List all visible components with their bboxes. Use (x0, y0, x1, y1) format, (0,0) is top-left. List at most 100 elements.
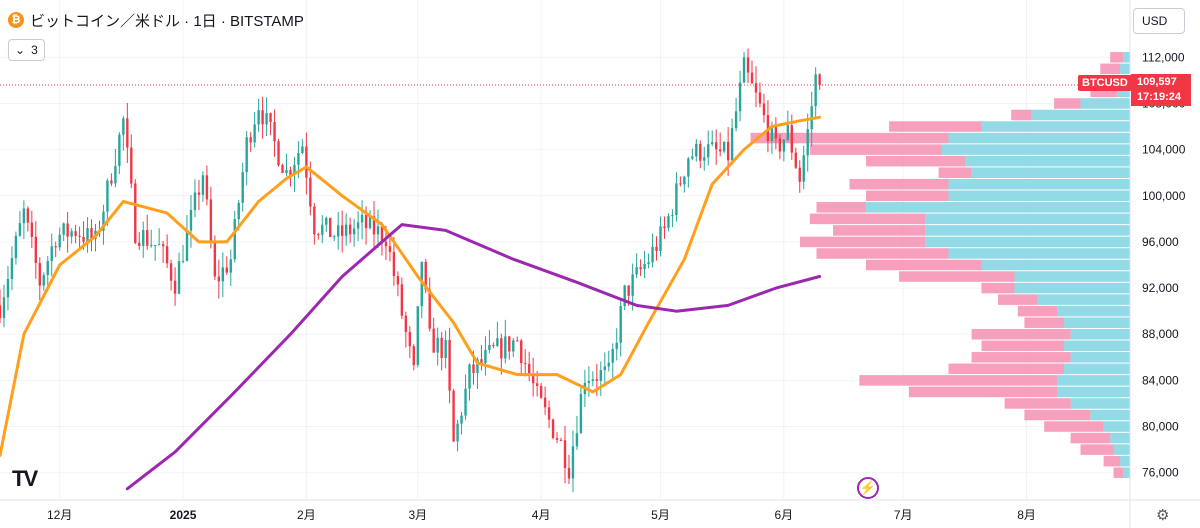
candle-up (722, 141, 726, 152)
vp-row-down (1024, 409, 1091, 421)
candle-down (428, 289, 431, 329)
vp-row-down (809, 144, 942, 155)
candle-up (464, 388, 467, 416)
candle-up (802, 155, 805, 182)
candle-down (663, 226, 666, 228)
vp-row-up (1123, 467, 1130, 478)
candle-down (790, 125, 793, 153)
candle-up (770, 127, 774, 141)
candle-down (404, 315, 408, 332)
currency-selector[interactable]: USD (1133, 8, 1185, 34)
candle-down (746, 57, 750, 73)
vp-row-down (1080, 444, 1114, 455)
vp-row-down (981, 340, 1064, 352)
x-tick-label: 8月 (1017, 508, 1036, 522)
candle-down (225, 267, 228, 273)
candle-up (460, 415, 463, 424)
candle-up (153, 245, 157, 247)
candle-down (138, 242, 141, 246)
tradingview-logo[interactable]: TV (12, 466, 38, 491)
candle-up (738, 82, 742, 112)
x-tick-label: 2月 (297, 508, 316, 522)
candle-down (161, 244, 165, 247)
lightning-icon[interactable]: ⚡ (857, 477, 879, 499)
moving-average-slow (125, 223, 822, 491)
candle-down (90, 228, 93, 240)
candle-down (539, 385, 543, 398)
candle-down (205, 175, 209, 200)
candle-down (543, 397, 547, 408)
candle-up (352, 228, 356, 235)
candle-down (778, 138, 782, 152)
candle-down (424, 261, 427, 290)
candle-up (619, 306, 622, 343)
candle-down (715, 142, 718, 150)
candle-down (165, 246, 169, 264)
candle-up (711, 142, 714, 145)
candle-up (416, 306, 419, 366)
vp-row-up (925, 213, 1130, 225)
candle-up (782, 139, 786, 152)
candle-down (508, 336, 511, 352)
vp-row-up (1120, 63, 1130, 75)
candle-down (74, 231, 77, 236)
candle-down (595, 379, 599, 381)
candle-down (388, 246, 392, 252)
candle-down (78, 235, 81, 237)
vp-row-down (1110, 52, 1124, 63)
settings-gear-icon[interactable]: ⚙ (1156, 507, 1170, 524)
vp-row-down (998, 294, 1038, 305)
candle-down (535, 383, 539, 386)
candle-up (18, 223, 22, 236)
candle-up (58, 234, 61, 248)
candle-up (806, 129, 809, 156)
candle-up (742, 57, 746, 83)
vp-row-up (1057, 386, 1130, 398)
vp-row-down (866, 190, 949, 202)
candle-down (412, 346, 415, 366)
candle-down (146, 230, 149, 246)
x-tick-label: 4月 (532, 508, 551, 522)
candle-up (50, 246, 53, 262)
candle-up (193, 192, 197, 210)
candle-up (376, 226, 380, 235)
candle-up (285, 170, 288, 174)
candle-up (337, 225, 340, 237)
candle-down (197, 192, 201, 195)
candle-down (277, 141, 280, 166)
candle-up (579, 394, 583, 434)
candle-down (754, 83, 758, 93)
candle-up (221, 267, 225, 282)
vp-row-down (849, 178, 949, 190)
candle-down (531, 374, 535, 384)
candle-up (571, 446, 575, 479)
candle-down (269, 113, 272, 123)
vp-row-up (1070, 352, 1130, 363)
indicators-toggle[interactable]: ⌄ 3 (8, 39, 45, 61)
candle-up (643, 264, 646, 270)
vp-row-up (948, 248, 1130, 259)
candle-up (201, 175, 205, 195)
vp-row-down (1017, 305, 1058, 317)
candle-down (173, 280, 177, 294)
candle-down (209, 199, 213, 243)
vp-row-up (866, 202, 1130, 213)
vp-row-up (1014, 271, 1130, 282)
vp-row-up (1110, 432, 1130, 444)
vp-row-down (1090, 86, 1117, 98)
candle-up (667, 216, 670, 228)
vp-row-down (1054, 98, 1081, 109)
vp-row-up (1090, 409, 1130, 421)
vp-row-up (1123, 52, 1130, 63)
candle-up (695, 143, 698, 157)
vp-row-down (809, 213, 926, 225)
symbol-title[interactable]: ビットコイン／米ドル · 1日 · BITSTAMP (30, 12, 304, 30)
candle-up (484, 349, 487, 364)
candle-down (408, 331, 412, 347)
candle-down (400, 284, 404, 316)
candle-down (567, 468, 571, 479)
candle-up (488, 345, 491, 350)
vp-row-up (981, 121, 1130, 132)
candle-down (718, 149, 722, 152)
